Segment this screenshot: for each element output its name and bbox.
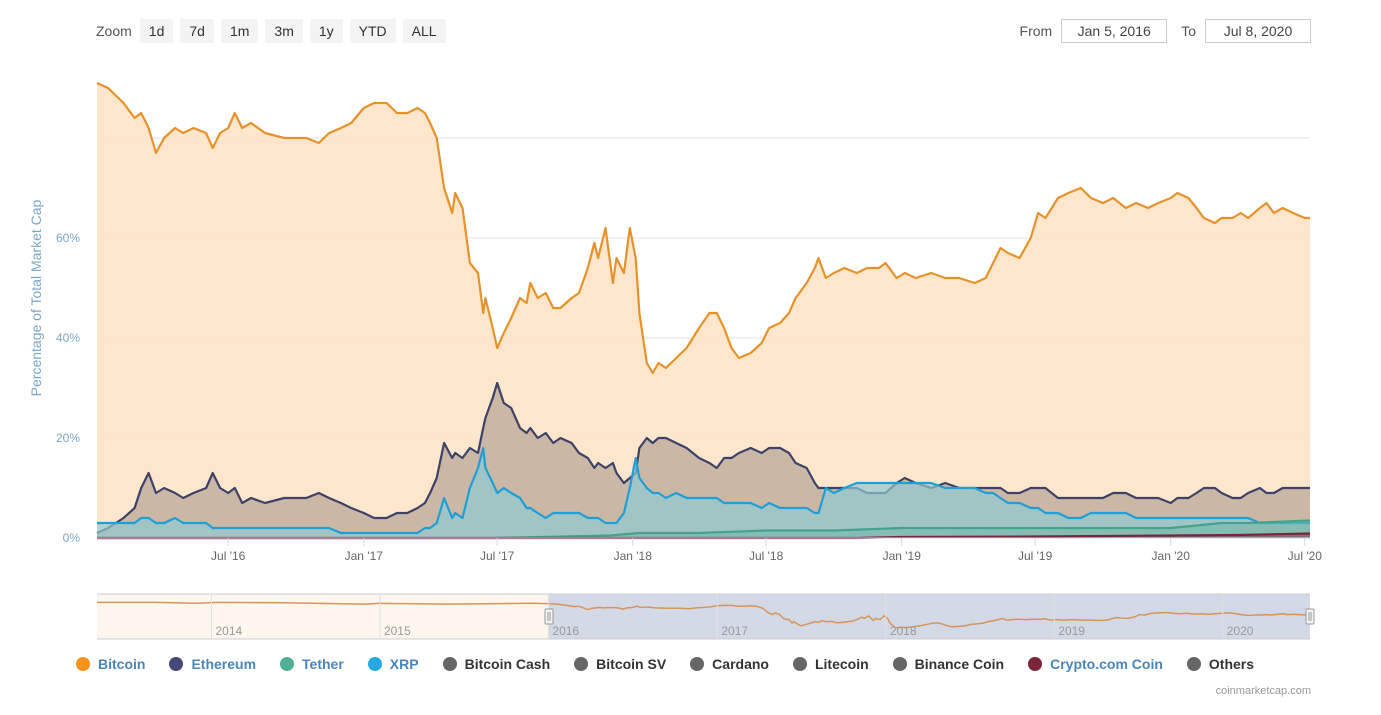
zoom-bar: Zoom 1d 7d 1m 3m 1y YTD ALL [96,18,453,44]
xrp-line[interactable] [97,446,1310,535]
navigator-year-label: 2020 [1227,624,1254,638]
legend-item-ethereum[interactable]: Ethereum [169,656,256,672]
legend-label: Binance Coin [914,656,1005,672]
legend-item-tether[interactable]: Tether [280,656,344,672]
legend-label: Bitcoin [98,656,146,672]
legend-item-others[interactable]: Others [1186,656,1255,672]
legend-dot-icon [1186,657,1201,671]
navigator-year-label: 2018 [890,624,917,638]
legend-label: Others [1208,656,1255,672]
y-tick-label: 40% [56,331,80,345]
y-axis-title: Percentage of Total Market Cap [28,199,44,396]
axis-layer: 0% 20% 40% 60% Jul '16 Jan '17 Jul '17 Jan '18 J… [56,231,1322,563]
legend-dot-icon [280,657,295,671]
date-range-bar: From Jan 5, 2016 To Jul 8, 2020 [1020,18,1311,44]
legend-item-bitcoin-cash[interactable]: Bitcoin Cash [442,656,551,672]
legend-dot-icon [690,657,705,671]
x-tick-label: Jan '18 [614,549,653,563]
zoom-3m-button[interactable]: 3m [265,19,303,43]
xrp-area [97,448,1310,538]
y-tick-label: 60% [56,231,80,245]
legend-dot-icon [1028,657,1043,671]
x-tick-label: Jan '20 [1152,549,1191,563]
legend-item-cardano[interactable]: Cardano [690,656,769,672]
y-tick-label: 20% [56,431,80,445]
x-tick-label: Jan '19 [883,549,922,563]
legend-item-bitcoin[interactable]: Bitcoin [76,656,145,672]
zoom-1y-button[interactable]: 1y [309,19,343,43]
navigator-year-label: 2014 [215,624,242,638]
from-date-input[interactable]: Jan 5, 2016 [1061,19,1168,43]
legend-item-crypto-com-coin[interactable]: Crypto.com Coin [1028,656,1163,672]
series-layer [96,81,1311,540]
market-cap-chart[interactable]: 0% 20% 40% 60% Jul '16 Jan '17 Jul '17 Jan '18 J… [0,0,1381,650]
tether-area [97,520,1310,538]
x-tick-label: Jul '16 [211,549,246,563]
legend-label: Tether [302,656,344,672]
legend-dot-icon [792,657,807,671]
x-tick-label: Jul '17 [480,549,515,563]
zoom-7d-button[interactable]: 7d [180,19,214,43]
legend-label: Litecoin [814,656,869,672]
legend-label: XRP [389,656,419,672]
credit-text: coinmarketcap.com [1215,685,1311,697]
legend-dot-icon [442,657,457,671]
legend-dot-icon [169,657,184,671]
navigator-year-label: 2019 [1058,624,1085,638]
from-label: From [1019,23,1053,39]
y-tick-label: 0% [63,531,81,545]
navigator-year-label: 2015 [384,624,411,638]
legend-label: Bitcoin SV [596,656,667,672]
zoom-1d-button[interactable]: 1d [139,19,174,43]
navigator-year-label: 2017 [721,624,748,638]
to-label: To [1181,23,1196,39]
legend-dot-icon [574,657,589,671]
legend-dot-icon [367,657,382,671]
x-tick-label: Jul '18 [749,549,784,563]
zoom-1m-button[interactable]: 1m [220,19,259,43]
legend-label: Cardano [712,656,769,672]
bitcoin-line[interactable] [96,81,1310,375]
ethereum-line[interactable] [96,381,1310,535]
x-tick-label: Jul '20 [1288,549,1323,563]
x-tick-label: Jul '19 [1018,549,1053,563]
legend-item-bitcoin-sv[interactable]: Bitcoin SV [574,656,666,672]
legend-item-litecoin[interactable]: Litecoin [792,656,869,672]
navigator-left-handle[interactable] [544,608,554,625]
legend-label: Ethereum [191,656,257,672]
bitcoin-area [97,83,1310,538]
navigator-year-label: 2016 [552,624,579,638]
legend-dot-icon [76,657,90,671]
navigator[interactable]: 2014 2015 2016 2017 2018 2019 2020 [97,593,1315,640]
to-date-input[interactable]: Jul 8, 2020 [1205,19,1311,43]
zoom-label: Zoom [96,23,132,39]
legend-dot-icon [892,657,907,671]
zoom-all-button[interactable]: ALL [402,19,446,43]
legend-label: Crypto.com Coin [1050,656,1163,672]
chart-legend: Bitcoin Ethereum Tether XRP Bitcoin Cash Bitc… [76,656,1278,672]
navigator-selection[interactable] [549,594,1310,639]
legend-label: Bitcoin Cash [464,656,551,672]
legend-item-xrp[interactable]: XRP [367,656,419,672]
navigator-right-handle[interactable] [1305,608,1315,625]
legend-item-binance-coin[interactable]: Binance Coin [892,656,1005,672]
navigator-year-labels: 2014 2015 2016 2017 2018 2019 2020 [210,594,1254,639]
zoom-ytd-button[interactable]: YTD [349,19,396,43]
x-tick-label: Jan '17 [345,549,384,563]
